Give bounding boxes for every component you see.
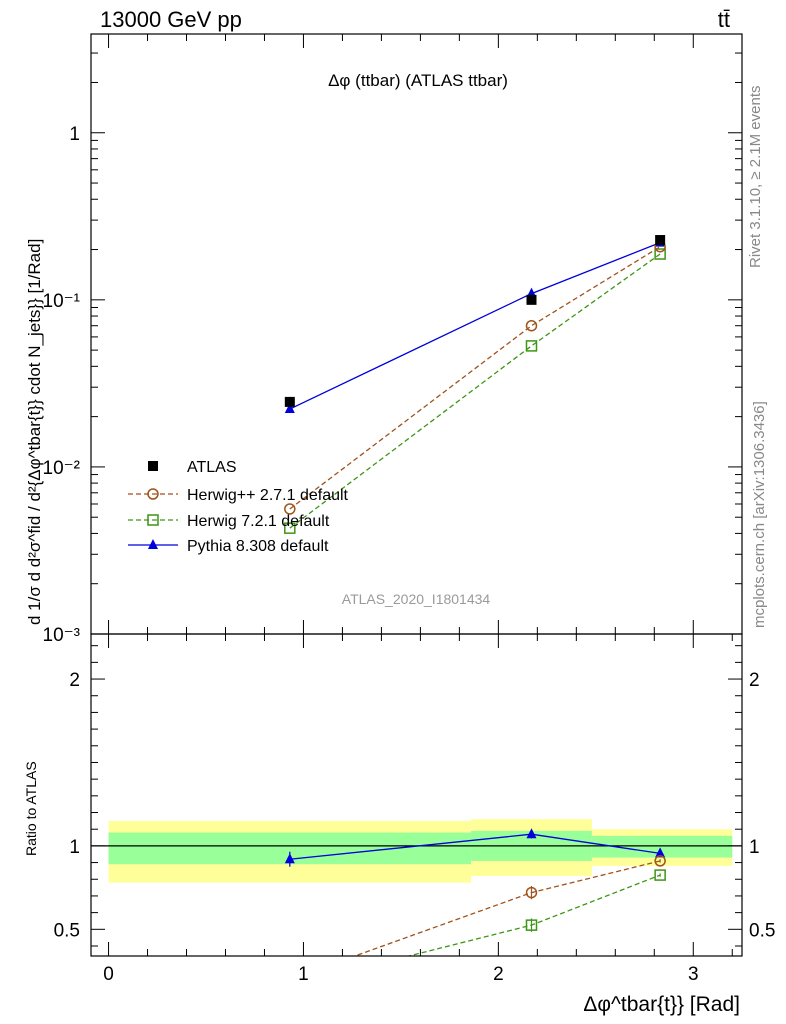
data-point	[526, 828, 537, 839]
ratio-panel-series	[284, 828, 666, 956]
data-point	[654, 869, 666, 881]
x-axis-label: Δφ^tbar{t}} [Rad]	[583, 993, 740, 1016]
data-point	[654, 855, 666, 867]
ratio-y-tick-label: 0.5	[54, 920, 80, 941]
series-line	[289, 242, 661, 410]
ratio-y-axis-label: Ratio to ATLAS	[23, 761, 39, 856]
data-point	[284, 503, 296, 515]
ratio-y-tick-label-right: 1	[749, 837, 760, 858]
ratio-y-tick-label: 1	[69, 837, 80, 858]
analysis-watermark: ATLAS_2020_I1801434	[342, 591, 491, 607]
y-tick-label: 10⁻³	[43, 625, 81, 646]
data-point	[147, 488, 159, 500]
ratio-line	[406, 874, 661, 956]
data-point	[147, 514, 159, 526]
legend-label: Herwig++ 2.7.1 default	[187, 487, 349, 504]
data-point	[655, 235, 666, 246]
data-point	[284, 522, 296, 534]
data-point	[526, 294, 537, 305]
y-tick-label: 1	[69, 124, 80, 145]
ratio-y-tick-label: 2	[69, 670, 80, 691]
data-point	[525, 886, 538, 899]
process-label: tt̄	[718, 7, 730, 32]
legend-label: ATLAS	[187, 459, 237, 476]
series-line	[289, 253, 661, 529]
data-point	[525, 340, 538, 352]
legend-label: Pythia 8.308 default	[187, 538, 329, 555]
energy-label: 13000 GeV pp	[100, 7, 242, 32]
legend: ATLAS Herwig++ 2.7.1 default Herwig 7.2.1 …	[128, 459, 349, 555]
y-tick-label: 10⁻¹	[43, 291, 81, 312]
main-y-axis-label: d 1/σ d d²σ^fid / d²{Δφ^tbar{t}} cdot N_…	[25, 239, 44, 625]
data-point	[525, 319, 538, 332]
inner-uncertainty-band	[591, 835, 733, 858]
x-tick-label: 2	[493, 964, 504, 985]
x-tick-label: 3	[688, 964, 699, 985]
ratio-panel-ticks: 2 2 1 1 0.5 0.5 0 1 2 3	[54, 634, 775, 985]
data-point	[525, 919, 538, 931]
y-tick-label: 10⁻²	[43, 458, 81, 479]
legend-label: Herwig 7.2.1 default	[187, 513, 330, 530]
data-point	[654, 248, 666, 260]
ratio-panel-frame	[90, 633, 743, 957]
mcplots-reference-text: mcplots.cern.ch [arXiv:1306.3436]	[751, 401, 768, 628]
ratio-y-tick-label-right: 0.5	[749, 920, 775, 941]
ratio-y-tick-label-right: 2	[749, 670, 760, 691]
data-point	[284, 403, 295, 414]
series-line	[289, 246, 661, 510]
main-panel-series	[284, 235, 666, 534]
main-panel-ticks: 1 10⁻¹ 10⁻² 10⁻³	[43, 34, 742, 646]
x-tick-label: 1	[298, 964, 309, 985]
rivet-version-text: Rivet 3.1.10, ≥ 2.1M events	[747, 86, 764, 269]
data-point	[284, 396, 295, 407]
data-point	[148, 461, 158, 471]
data-point	[148, 539, 158, 549]
x-tick-label: 0	[103, 964, 114, 985]
data-point	[655, 847, 666, 858]
plot-title: Δφ (ttbar) (ATLAS ttbar)	[328, 71, 508, 90]
data-point	[284, 853, 295, 864]
